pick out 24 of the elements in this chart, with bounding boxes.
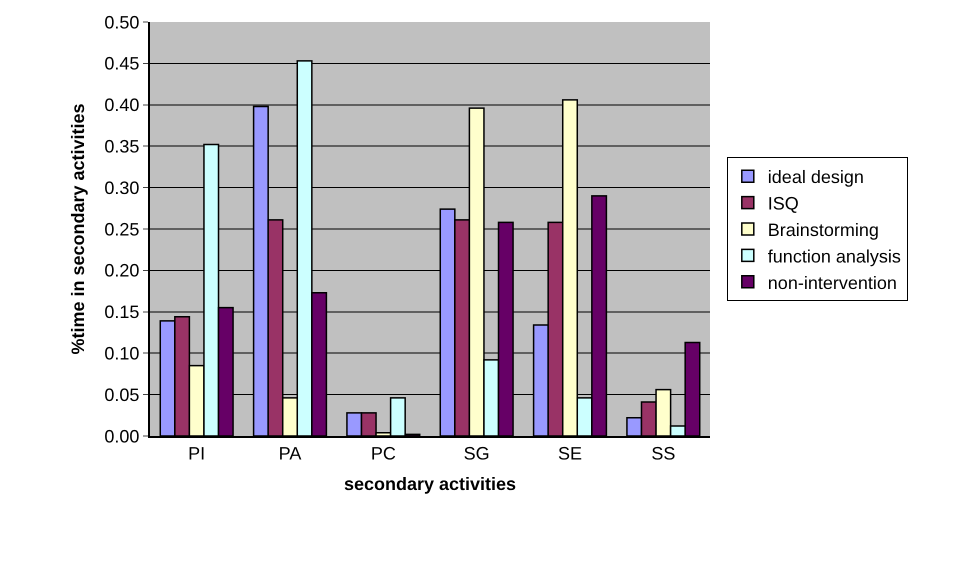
y-tick-label: 0.15 (104, 302, 140, 322)
legend-label: non-intervention (768, 272, 897, 293)
x-tick-label: PI (188, 444, 206, 464)
x-axis-title: secondary activities (344, 474, 516, 494)
y-axis-title: %time in secondary activities (68, 103, 88, 355)
x-tick-label: SG (464, 444, 490, 464)
y-tick-label: 0.00 (104, 426, 140, 446)
x-tick-label: SS (651, 444, 676, 464)
legend-label: function analysis (768, 246, 901, 266)
y-tick-label: 0.20 (104, 260, 140, 281)
y-tick-label: 0.10 (104, 344, 140, 364)
legend-label: ideal design (768, 167, 864, 188)
y-tick-label: 0.30 (104, 178, 140, 198)
y-tick-label: 0.40 (104, 95, 140, 116)
x-tick-label: SE (558, 444, 582, 464)
y-tick-label: 0.45 (104, 54, 140, 74)
x-tick-label: PA (278, 444, 302, 464)
legend-label: ISQ (768, 194, 799, 214)
y-tick-label: 0.50 (104, 12, 140, 32)
legend-label: Brainstorming (768, 220, 879, 240)
y-tick-label: 0.25 (104, 219, 140, 240)
y-tick-label: 0.05 (104, 384, 140, 405)
x-tick-label: PC (370, 444, 396, 464)
y-tick-label: 0.35 (104, 136, 140, 156)
